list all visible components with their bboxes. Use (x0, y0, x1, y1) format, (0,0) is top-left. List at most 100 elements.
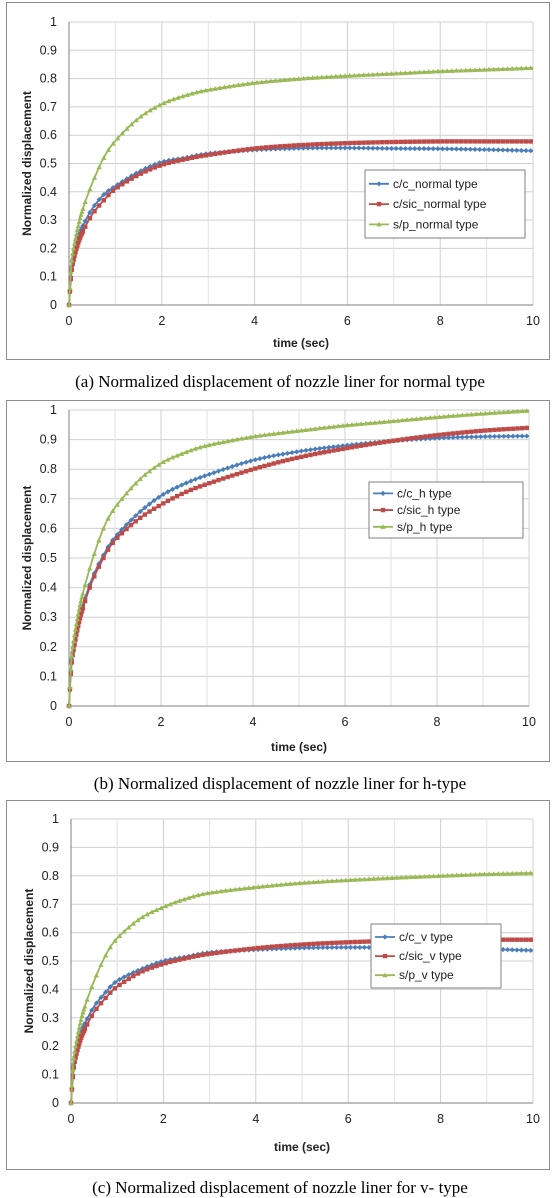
y-axis-title-c: Normalized displacement (22, 889, 36, 1034)
chart-caption-a: (a) Normalized displacement of nozzle li… (75, 372, 485, 391)
data-point (193, 485, 198, 491)
y-tick-label: 0.2 (42, 1039, 59, 1053)
data-point (255, 884, 261, 889)
data-point (436, 414, 442, 419)
data-point (222, 150, 227, 155)
data-point (334, 878, 340, 883)
data-point (91, 551, 97, 556)
data-point (116, 933, 123, 938)
data-point (103, 995, 108, 1001)
data-point (296, 76, 302, 81)
data-point (386, 418, 392, 424)
data-point (276, 460, 281, 465)
data-point (417, 874, 423, 879)
data-point (528, 870, 534, 876)
data-point (357, 939, 362, 945)
data-point (386, 439, 391, 444)
data-point (329, 940, 335, 946)
data-point (263, 78, 269, 84)
data-point (76, 1044, 81, 1049)
data-point (347, 145, 353, 151)
data-point (504, 66, 511, 71)
data-point (129, 121, 135, 127)
data-point (220, 439, 226, 445)
data-point (175, 95, 181, 100)
chart-svg-b: 00.10.20.30.40.50.60.70.80.910 2 4 6 8 10time… (20, 403, 536, 754)
data-point (356, 140, 362, 145)
x-tick-label: 4 (250, 715, 257, 729)
data-point (389, 139, 394, 145)
data-point (319, 141, 325, 147)
data-point (337, 73, 344, 79)
data-point (121, 974, 127, 980)
data-point (345, 445, 350, 451)
data-point (306, 879, 312, 885)
data-point (302, 942, 307, 947)
data-point (315, 879, 321, 884)
data-point (402, 145, 408, 152)
data-point (92, 574, 97, 579)
data-point (174, 493, 180, 499)
data-point (486, 66, 492, 72)
data-point (523, 65, 529, 71)
data-point (500, 147, 506, 153)
data-point (73, 250, 78, 255)
data-point (483, 428, 488, 433)
data-point (248, 434, 254, 440)
data-point (112, 938, 118, 943)
data-point (296, 143, 301, 148)
data-point (481, 146, 487, 153)
data-point (154, 963, 159, 969)
data-point (391, 438, 396, 443)
data-point (119, 496, 125, 501)
data-point (216, 477, 221, 483)
data-point (72, 1048, 78, 1054)
y-tick-label: 0.7 (40, 492, 57, 506)
data-point (211, 470, 217, 476)
legend-label: c/c_v type (399, 930, 453, 944)
data-point (167, 901, 173, 907)
data-point (331, 448, 336, 453)
data-point (291, 145, 297, 151)
data-point (370, 71, 376, 77)
data-point (455, 412, 461, 418)
data-point (286, 145, 292, 152)
data-point (384, 875, 391, 881)
data-point (218, 888, 224, 894)
data-point (266, 462, 272, 467)
data-point (528, 947, 534, 954)
data-point (105, 515, 111, 521)
data-point (490, 66, 497, 72)
data-point (265, 944, 270, 950)
data-point (282, 143, 287, 149)
data-point (343, 877, 349, 883)
data-point (76, 619, 82, 625)
data-point (78, 598, 84, 604)
data-point (151, 465, 157, 470)
data-point (119, 531, 125, 536)
data-point (82, 1003, 88, 1009)
data-point (269, 944, 275, 949)
data-point (242, 947, 247, 952)
data-point (87, 565, 93, 571)
data-point (207, 86, 214, 92)
data-point (315, 941, 321, 946)
data-point (274, 944, 279, 949)
data-point (372, 441, 378, 446)
data-point (459, 412, 465, 418)
data-point (519, 937, 524, 942)
x-tick-label: 2 (160, 1112, 167, 1126)
data-point (324, 141, 329, 147)
data-point (334, 940, 339, 945)
data-point (71, 245, 77, 251)
data-point (510, 408, 516, 414)
data-point (124, 526, 129, 532)
data-point (347, 877, 354, 883)
data-point (515, 426, 520, 431)
data-point (108, 990, 113, 995)
data-point (505, 139, 510, 144)
data-point (384, 71, 390, 76)
data-point (342, 145, 348, 151)
legend-box (368, 481, 524, 539)
data-point (467, 67, 473, 73)
